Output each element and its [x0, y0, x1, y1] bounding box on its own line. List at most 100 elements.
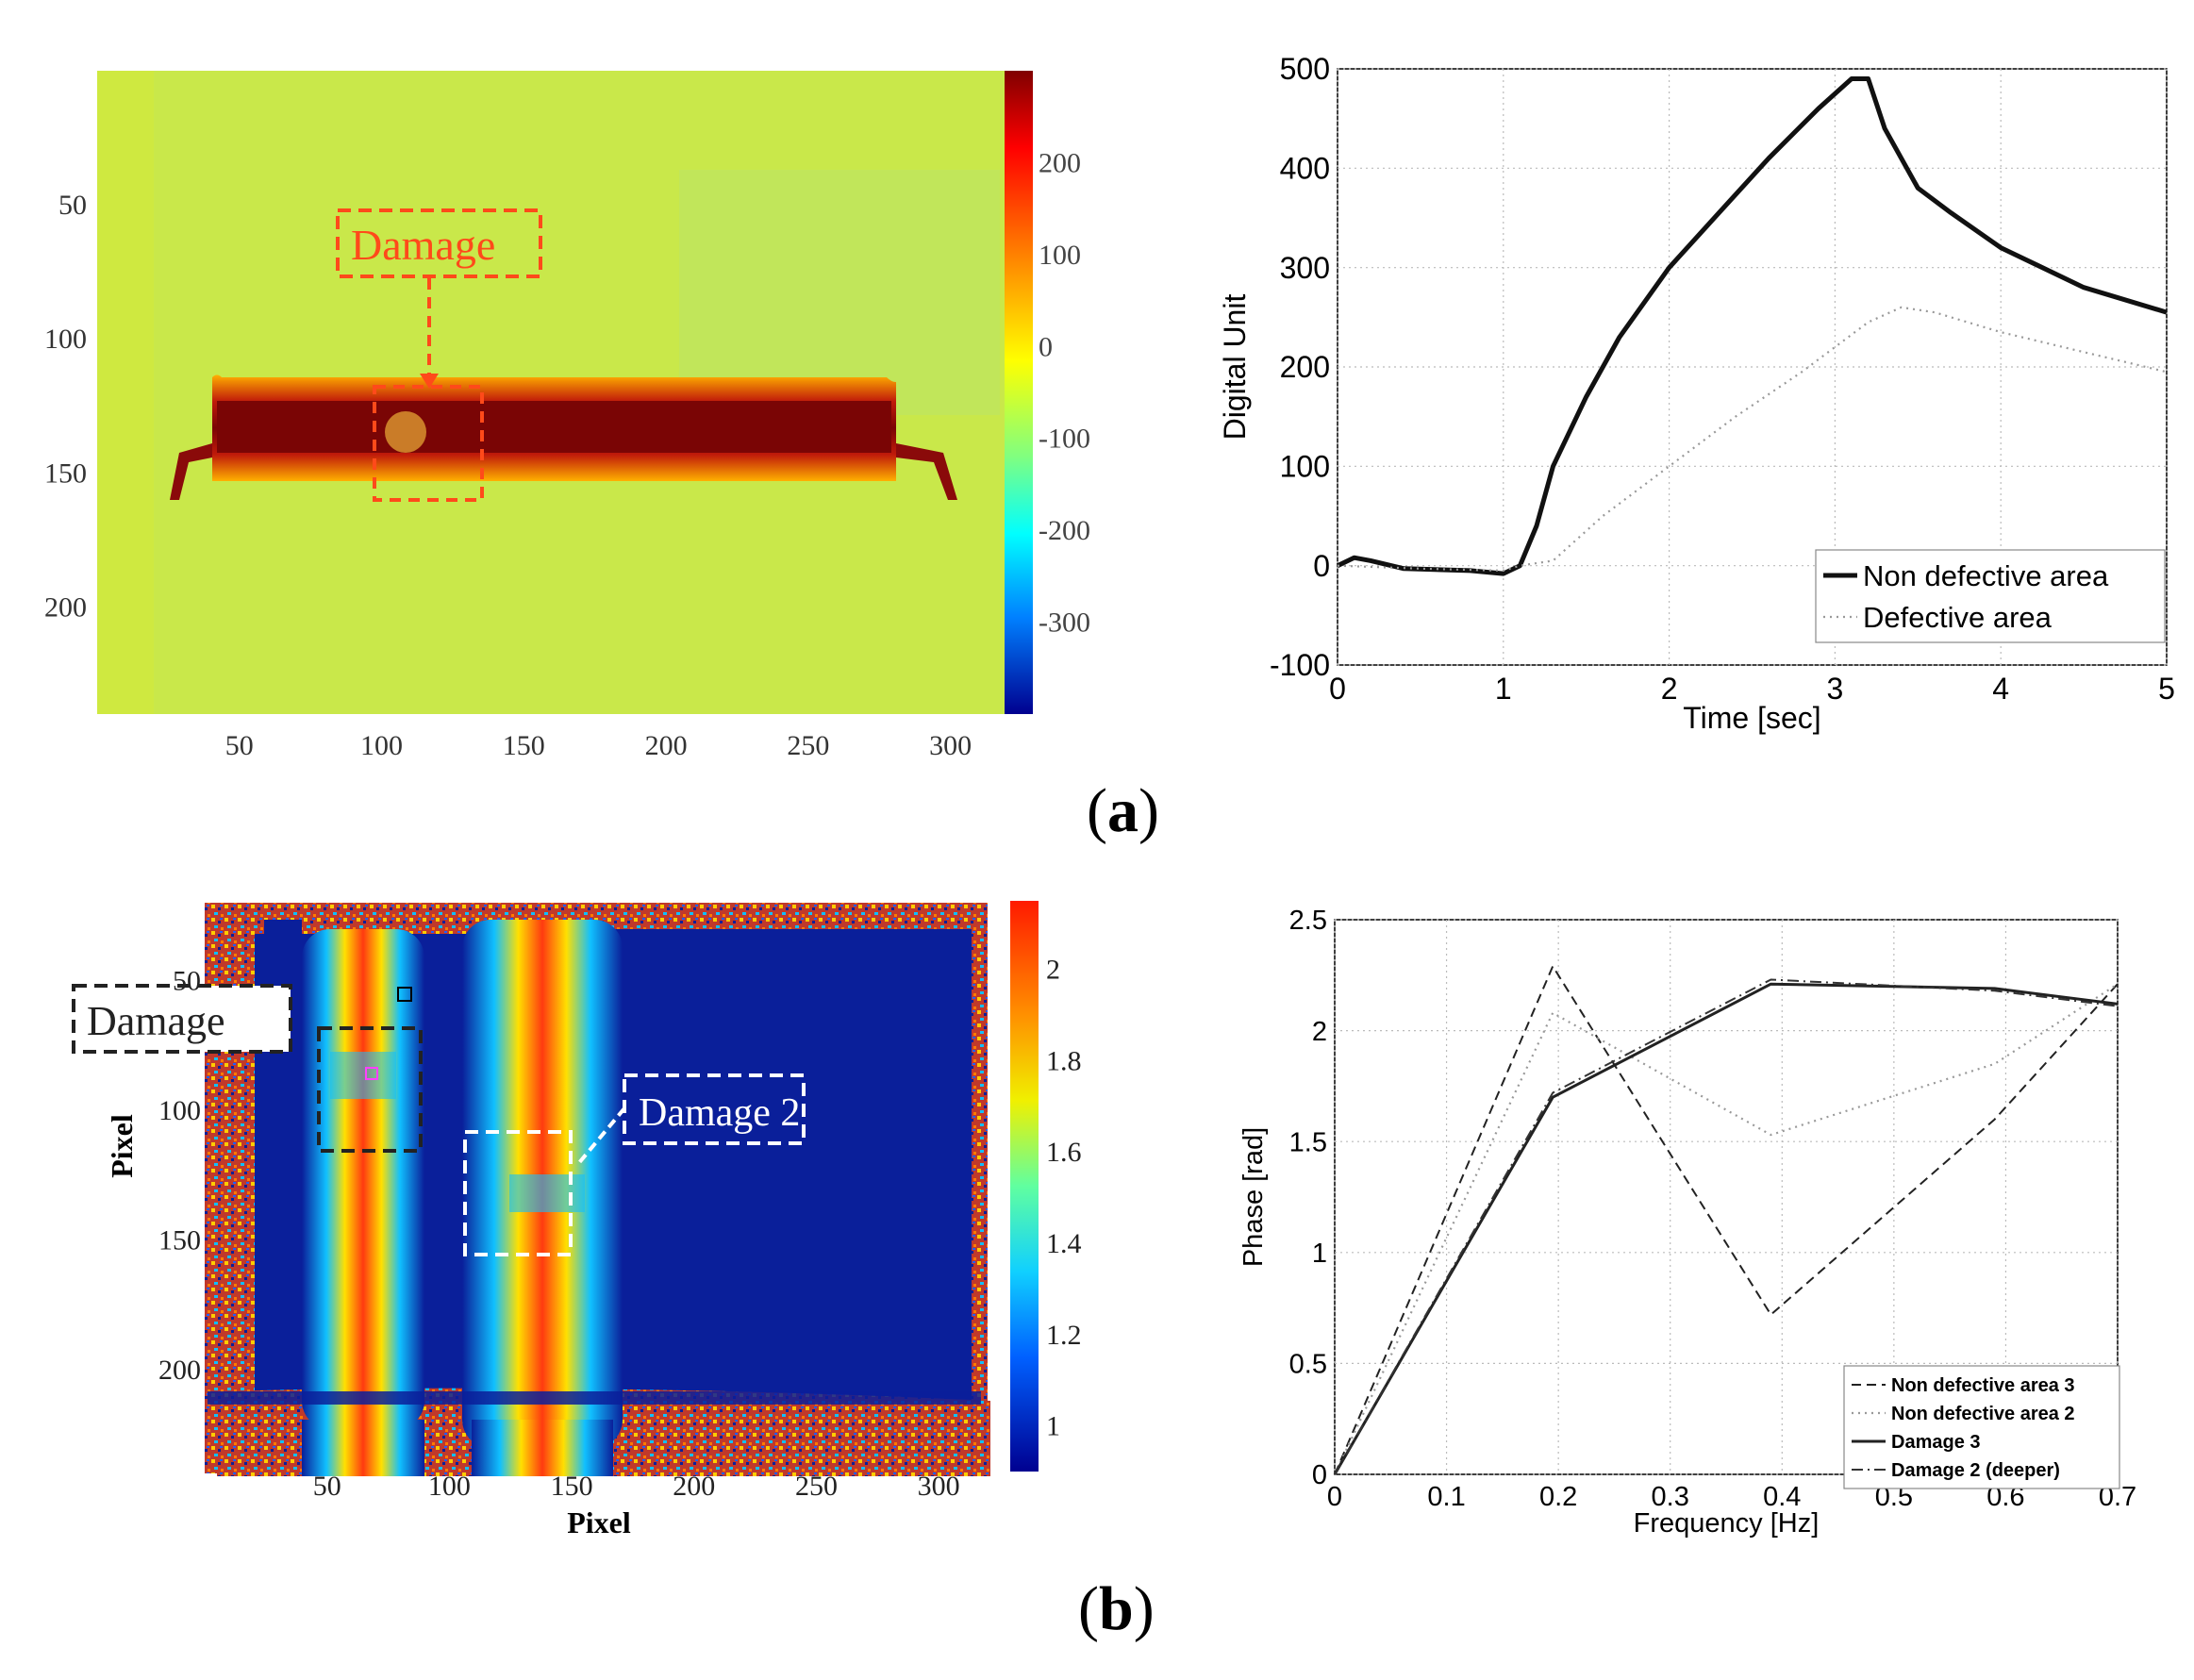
damage-annotation-b: Damage [87, 998, 225, 1044]
colorbar-a-svg: 200 100 0 -100 -200 -300 [1005, 71, 1090, 714]
x-tick-label: 0.1 [1427, 1482, 1465, 1512]
x-tick-label: 4 [1992, 672, 2009, 706]
heatmap-a-y-tick: 200 [44, 591, 87, 623]
colorbar-b-tick: 1 [1046, 1411, 1060, 1442]
legend-label: Damage 3 [1891, 1432, 1981, 1453]
series-line-2 [1337, 306, 2168, 573]
colorbar-a-tick: -200 [1039, 515, 1090, 546]
heatmap-b-x-ticks: 50 100 150 200 250 300 [313, 1471, 960, 1502]
y-axis-label: Digital Unit [1218, 294, 1252, 441]
heatmap-a-x-tick: 200 [645, 730, 688, 761]
heatmap-b-y-tick: 50 [173, 966, 201, 997]
heatmap-b-x-tick: 250 [795, 1471, 838, 1502]
legend-label: Defective area [1863, 601, 2053, 634]
colorbar-a-tick: 0 [1039, 331, 1053, 362]
x-axis-label: Time [sec] [1683, 701, 1820, 735]
colorbar-b-tick: 1.2 [1046, 1320, 1082, 1351]
damage-box-b [72, 984, 292, 1054]
colorbar-a-tick: -300 [1039, 607, 1090, 639]
heatmap-b-x-tick: 150 [551, 1471, 593, 1502]
colorbar-b-tick: 1.6 [1046, 1137, 1082, 1168]
y-tick-label: 2.5 [1289, 906, 1327, 936]
y-tick-label: 2 [1312, 1017, 1327, 1047]
x-tick-label: 1 [1495, 672, 1512, 706]
heatmap-a-x-ticks: 50 100 150 200 250 300 [225, 730, 972, 761]
colorbar-a-tick: 100 [1039, 240, 1081, 271]
y-tick-label: 500 [1280, 52, 1330, 86]
x-tick-label: 3 [1827, 672, 1844, 706]
heatmap-a-y-tick: 150 [44, 457, 87, 489]
heatmap-b-y-ticks: 50 100 150 200 [158, 966, 201, 1387]
damage-region-b [317, 1026, 423, 1153]
series-line-1 [1336, 76, 2168, 576]
series-line-2 [1334, 983, 2119, 1475]
legend-box [1815, 549, 2166, 643]
y-tick-label: 0 [1313, 549, 1330, 583]
legend-label: Non defective area 2 [1891, 1404, 2075, 1424]
heatmap-b-x-tick: 200 [673, 1471, 715, 1502]
heatmap-b-y-tick: 100 [158, 1095, 201, 1126]
x-axis-label: Frequency [Hz] [1634, 1508, 1820, 1539]
y-tick-label: 400 [1280, 152, 1330, 186]
y-tick-label: 0 [1312, 1460, 1327, 1490]
series-line-1 [1334, 965, 2119, 1475]
heatmap-b-ylabel: Pixel [105, 1114, 139, 1178]
heatmap-a-y-tick: 100 [44, 324, 87, 355]
colorbar-b-tick: 2 [1046, 955, 1060, 986]
x-tick-label: 5 [2158, 672, 2175, 706]
heatmap-a-x-tick: 300 [929, 730, 972, 761]
line-chart-b-plot: 0 0.1 0.2 0.3 0.4 0.5 0.6 0.700.511.522.5Freque… [1238, 906, 2136, 1539]
damage-2-annotation: Damage 2 [639, 1091, 800, 1135]
heatmap-a-y-ticks: 50 100 150 200 [44, 190, 87, 623]
y-tick-label: 1 [1312, 1239, 1327, 1269]
colorbar-b-ticks: 2 1.8 1.6 1.4 1.2 1 [1046, 955, 1082, 1442]
legend-label: Non defective area [1863, 559, 2109, 592]
heatmap-a-x-tick: 250 [787, 730, 829, 761]
series-line-3 [1333, 982, 2119, 1475]
legend-label: Damage 2 (deeper) [1891, 1460, 2060, 1481]
y-tick-label: 100 [1280, 450, 1330, 484]
colorbar-b-tick: 1.8 [1046, 1045, 1082, 1076]
line-chart-b: 0 0.1 0.2 0.3 0.4 0.5 0.6 0.700.511.522.5Freque… [1238, 906, 2136, 1539]
x-tick-label: 0.3 [1652, 1482, 1689, 1512]
heatmap-a: Damage 50 100 150 200 50 100 150 200 250 300 [44, 71, 1022, 761]
damage-2-region [463, 1130, 573, 1256]
colorbar-b-svg: 2 1.8 1.6 1.4 1.2 1 [1010, 901, 1082, 1472]
caption-b: (b) [1078, 1574, 1155, 1643]
heatmap-a-x-tick: 100 [360, 730, 403, 761]
heatmap-b-y-tick: 200 [158, 1355, 201, 1386]
heatmap-b-x-tick: 300 [918, 1471, 960, 1502]
heatmap-a-x-tick: 150 [503, 730, 545, 761]
damage-region-a [373, 385, 484, 502]
colorbar-a-tick: -100 [1039, 424, 1090, 455]
colorbar-b-tick: 1.4 [1046, 1228, 1082, 1259]
colorbar-a-ramp [1005, 71, 1033, 714]
x-tick-label: 0 [1329, 672, 1346, 706]
legend-box [1843, 1365, 2120, 1489]
y-tick-label: 300 [1280, 251, 1330, 285]
heatmap-b-y-tick: 150 [158, 1225, 201, 1256]
x-tick-label: 2 [1661, 672, 1678, 706]
heatmap-b-stripe-1 [302, 929, 424, 1429]
caption-a: (a) [1087, 776, 1159, 845]
damage-annotation-a: Damage [351, 221, 495, 269]
y-tick-label: 1.5 [1289, 1127, 1327, 1157]
y-tick-label: -100 [1270, 648, 1330, 682]
heatmap-a-y-tick: 50 [58, 190, 87, 221]
x-tick-label: 0.2 [1539, 1482, 1577, 1512]
y-tick-label: 0.5 [1289, 1350, 1327, 1380]
damage-box-a [336, 208, 542, 278]
series-line-4 [1334, 978, 2119, 1475]
heatmap-b-x-tick: 50 [313, 1471, 341, 1502]
x-tick-label: 0.4 [1763, 1482, 1801, 1512]
heatmap-b-x-tick: 100 [428, 1471, 471, 1502]
y-tick-label: 200 [1280, 350, 1330, 384]
y-axis-label: Phase [rad] [1238, 1127, 1269, 1267]
colorbar-a-ticks: 200 100 0 -100 -200 -300 [1039, 147, 1090, 638]
heatmap-b-xlabel: Pixel [567, 1505, 631, 1539]
x-tick-label: 0 [1327, 1482, 1342, 1512]
legend-label: Non defective area 3 [1891, 1375, 2075, 1396]
heatmap-a-x-tick: 50 [225, 730, 254, 761]
